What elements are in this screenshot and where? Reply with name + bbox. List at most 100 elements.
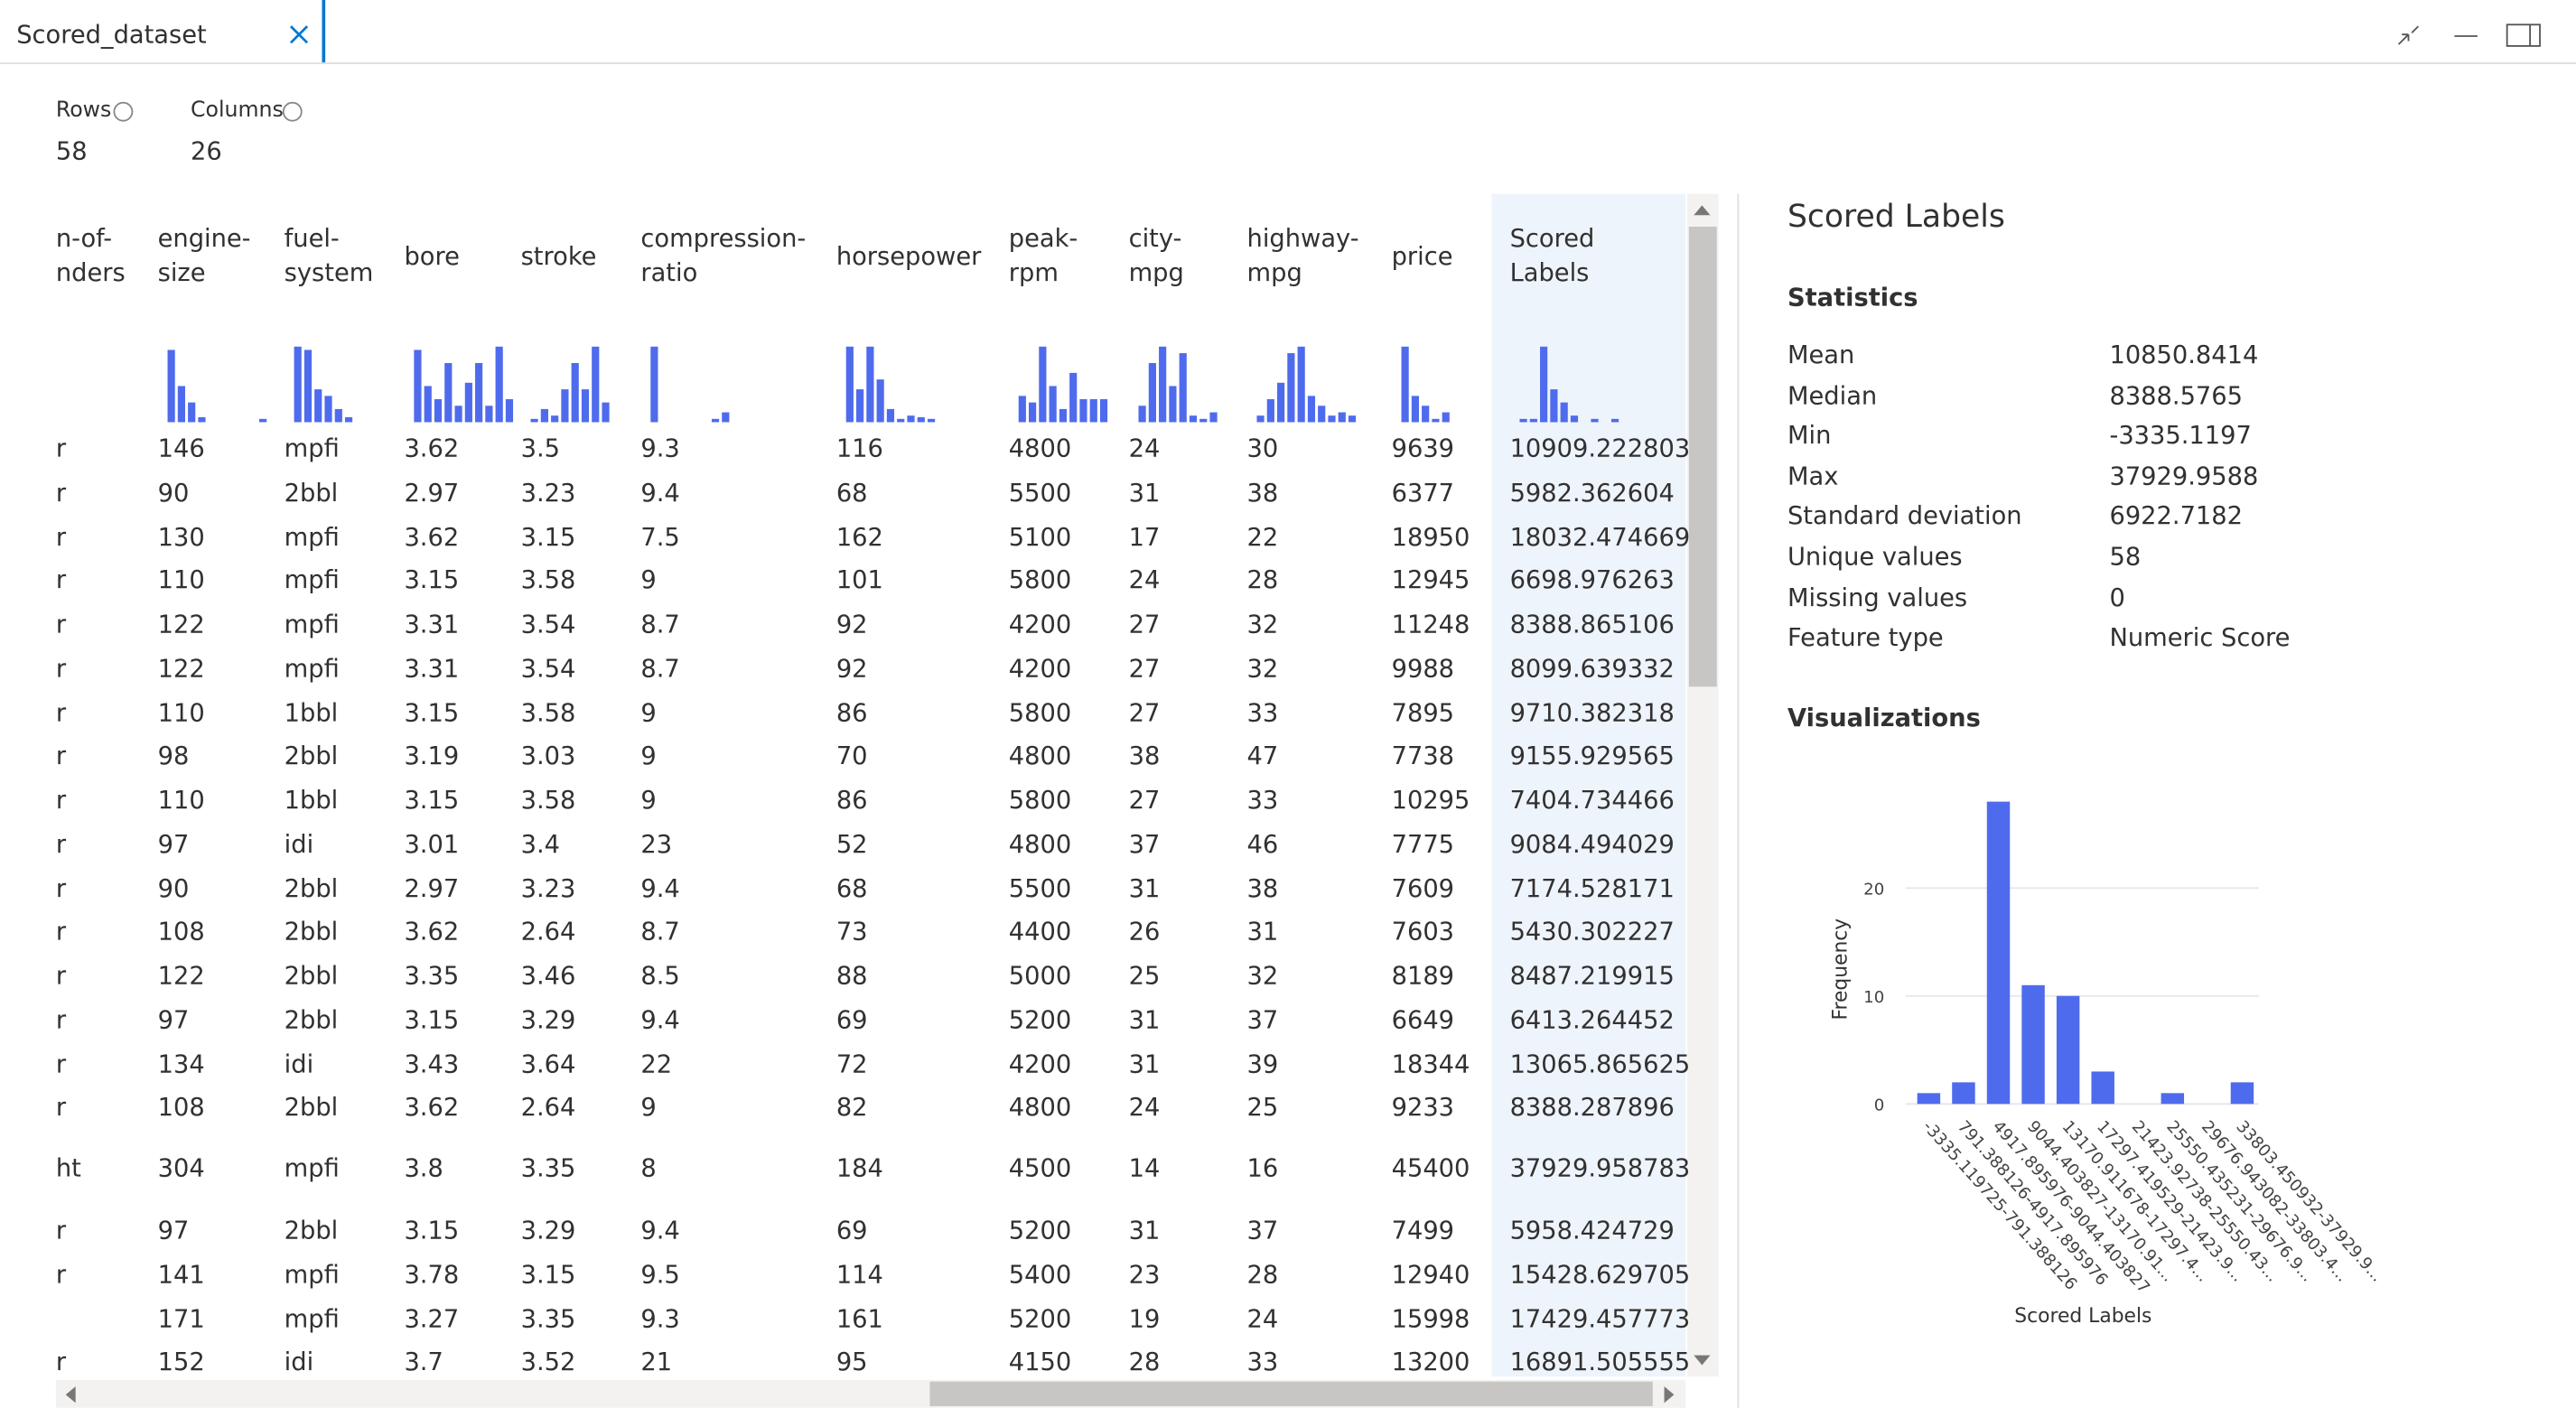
v-scroll-thumb[interactable] (1688, 227, 1717, 687)
table-cell: 97 (157, 1215, 190, 1245)
column-header[interactable]: price (1391, 240, 1453, 271)
table-cell: 3.52 (520, 1347, 576, 1377)
table-cell: 31 (1246, 917, 1279, 947)
table-cell: r (55, 477, 67, 508)
help-icon[interactable] (282, 101, 303, 122)
table-cell: r (55, 917, 67, 947)
column-header[interactable]: fuel-system (284, 223, 374, 288)
table-cell: 24 (1128, 434, 1161, 463)
column-histogram-bar (1411, 396, 1419, 423)
column-histogram-bar (1307, 396, 1316, 423)
table-cell: 6698.976263 (1509, 565, 1675, 595)
table-cell: 46 (1246, 829, 1279, 859)
columns-value: 26 (190, 135, 222, 166)
table-cell: 32 (1246, 609, 1279, 639)
column-histogram-bar (1550, 389, 1558, 423)
table-cell: 33 (1246, 785, 1279, 816)
table-cell: 5958.424729 (1509, 1215, 1675, 1245)
table-cell: 3.15 (404, 565, 460, 595)
tab-bar (0, 0, 2576, 64)
table-cell: 13065.865625 (1509, 1049, 1691, 1079)
visualizations-heading: Visualizations (1787, 703, 1981, 733)
column-header[interactable]: peak-rpm (1008, 223, 1078, 288)
table-cell: 304 (157, 1152, 205, 1183)
table-cell: 146 (157, 434, 205, 463)
column-histogram-bar (1169, 386, 1177, 423)
table-cell: 8487.219915 (1509, 961, 1675, 991)
column-histogram-bar (485, 406, 493, 423)
table-cell: 9.4 (640, 872, 680, 903)
column-histogram-bar (1540, 346, 1548, 423)
column-histogram-bar (845, 346, 854, 423)
table-cell: 18032.474669 (1509, 521, 1691, 552)
table-cell: 17429.457773 (1509, 1303, 1691, 1334)
collapse-icon[interactable] (2397, 25, 2420, 45)
table-cell: 9 (640, 565, 657, 595)
table-cell: 3.5 (520, 434, 560, 463)
stat-label: Unique values (1787, 542, 1963, 572)
help-icon[interactable] (113, 101, 134, 122)
table-cell: 9 (640, 785, 657, 816)
column-histogram-bar (1189, 415, 1198, 423)
column-header[interactable]: bore (404, 240, 460, 271)
table-cell: 18950 (1391, 521, 1470, 552)
column-histogram-bar (1348, 415, 1357, 423)
table-cell: r (55, 1347, 67, 1377)
close-icon[interactable] (289, 25, 309, 44)
table-cell: 32 (1246, 961, 1279, 991)
table-cell: 3.35 (404, 961, 460, 991)
column-header[interactable]: stroke (520, 240, 597, 271)
table-cell: 2.97 (404, 872, 460, 903)
table-cell: 86 (835, 697, 868, 727)
column-histogram-bar (1039, 346, 1047, 423)
table-cell: 3.35 (520, 1152, 576, 1183)
table-cell: 9988 (1391, 653, 1455, 684)
column-histogram-bar (424, 386, 432, 423)
column-histogram-bar (876, 379, 884, 423)
stat-value: 8388.5765 (2109, 380, 2244, 410)
table-cell: 3.62 (404, 1093, 460, 1123)
table-cell: 10909.222803 (1509, 434, 1691, 463)
table-cell: 9155.929565 (1509, 741, 1675, 771)
table-cell: 9710.382318 (1509, 697, 1675, 727)
table-cell: 3.54 (520, 609, 576, 639)
column-header[interactable]: city-mpg (1128, 223, 1184, 288)
table-cell: 9.4 (640, 1215, 680, 1245)
column-header[interactable]: highway-mpg (1246, 223, 1359, 288)
table-cell: 5000 (1008, 961, 1072, 991)
column-histogram-bar (1256, 415, 1265, 423)
column-header[interactable]: n-of- nders (55, 223, 126, 288)
column-histogram-bar (495, 346, 503, 423)
table-cell: 73 (835, 917, 868, 947)
table-cell: 3.23 (520, 477, 576, 508)
table-cell: 116 (835, 434, 883, 463)
stat-value: Numeric Score (2109, 622, 2291, 653)
y-tick-label: 20 (1863, 881, 1884, 900)
column-histogram-bar (294, 346, 302, 423)
bar (1986, 801, 2011, 1105)
dock-icon[interactable] (2506, 23, 2541, 47)
table-cell: 9.4 (640, 477, 680, 508)
table-cell: r (55, 829, 67, 859)
table-cell: 6649 (1391, 1004, 1455, 1035)
table-cell: 3.43 (404, 1049, 460, 1079)
column-histogram-bar (1079, 398, 1087, 423)
column-header[interactable]: engine-size (157, 223, 251, 288)
table-cell: 1bbl (284, 697, 339, 727)
column-histogram-bar (1028, 402, 1037, 423)
table-cell: 25 (1246, 1093, 1279, 1123)
column-histogram-bar (722, 412, 730, 423)
table-cell: 5200 (1008, 1004, 1072, 1035)
table-cell: 7609 (1391, 872, 1455, 903)
table-cell: 7895 (1391, 697, 1455, 727)
table-cell: 24 (1128, 565, 1161, 595)
column-header[interactable]: Scored Labels (1509, 223, 1595, 288)
column-histogram-bar (1018, 396, 1026, 423)
column-header[interactable]: horsepower (835, 240, 982, 271)
h-scroll-thumb[interactable] (929, 1381, 1653, 1406)
column-header[interactable]: compression-ratio (640, 223, 807, 288)
table-cell: 88 (835, 961, 868, 991)
column-histogram-bar (1328, 415, 1336, 423)
tab[interactable] (0, 0, 326, 63)
table-cell: 8.5 (640, 961, 680, 991)
